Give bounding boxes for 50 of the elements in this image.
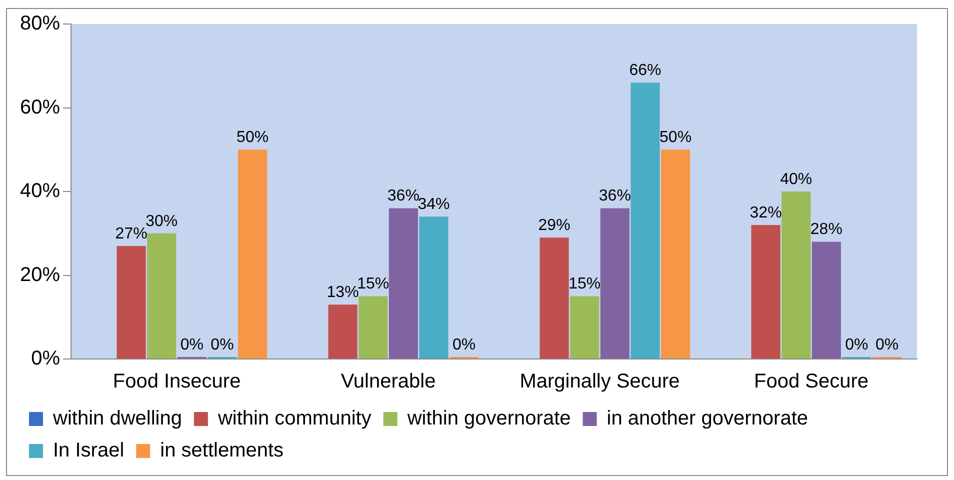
legend-label: in settlements bbox=[160, 440, 284, 462]
data-label: 0% bbox=[875, 336, 899, 354]
legend-label: within governorate bbox=[406, 408, 571, 430]
bar bbox=[147, 233, 176, 358]
bar bbox=[540, 238, 569, 358]
x-tick-label: Marginally Secure bbox=[520, 370, 680, 393]
data-label: 40% bbox=[780, 170, 812, 188]
data-label: 15% bbox=[357, 276, 390, 293]
bar bbox=[388, 208, 418, 358]
x-tick-label: Food Secure bbox=[754, 370, 869, 393]
bar bbox=[600, 208, 630, 358]
bar bbox=[419, 216, 448, 358]
y-tick-label: 20% bbox=[20, 264, 60, 286]
bar bbox=[116, 246, 146, 358]
data-label: 0% bbox=[210, 336, 234, 354]
bar bbox=[630, 82, 660, 358]
data-label: 0% bbox=[452, 336, 476, 354]
x-tick-label: Vulnerable bbox=[340, 370, 436, 393]
y-tick-label: 80% bbox=[20, 12, 60, 35]
data-label: 66% bbox=[629, 62, 662, 80]
data-label: 29% bbox=[538, 216, 570, 234]
bar bbox=[570, 296, 600, 358]
legend-label: within dwelling bbox=[52, 408, 182, 430]
bar bbox=[660, 150, 690, 358]
data-label: 50% bbox=[660, 129, 692, 146]
x-tick-label: Food Insecure bbox=[112, 370, 241, 393]
bar bbox=[328, 304, 358, 358]
data-label: 15% bbox=[568, 276, 601, 293]
bar bbox=[238, 150, 268, 358]
data-label: 0% bbox=[845, 336, 868, 354]
bar bbox=[751, 225, 780, 358]
legend-label: in another governorate bbox=[606, 408, 808, 430]
bar bbox=[358, 296, 388, 358]
data-label: 0% bbox=[180, 336, 204, 354]
legend-label: within community bbox=[216, 408, 372, 430]
data-label: 50% bbox=[236, 129, 269, 146]
y-tick-label: 60% bbox=[20, 96, 60, 118]
bar bbox=[812, 242, 841, 358]
bar bbox=[782, 192, 811, 358]
y-tick-label: 40% bbox=[20, 180, 60, 202]
data-label: 36% bbox=[598, 188, 631, 205]
data-label: 36% bbox=[387, 188, 420, 205]
y-tick-label: 0% bbox=[31, 348, 60, 370]
data-label: 27% bbox=[115, 225, 148, 242]
data-label: 34% bbox=[418, 196, 450, 214]
data-label: 32% bbox=[750, 204, 782, 222]
data-label: 28% bbox=[810, 221, 842, 238]
data-label: 13% bbox=[326, 284, 359, 301]
legend-label: In Israel bbox=[53, 440, 124, 462]
data-label: 30% bbox=[146, 212, 178, 230]
